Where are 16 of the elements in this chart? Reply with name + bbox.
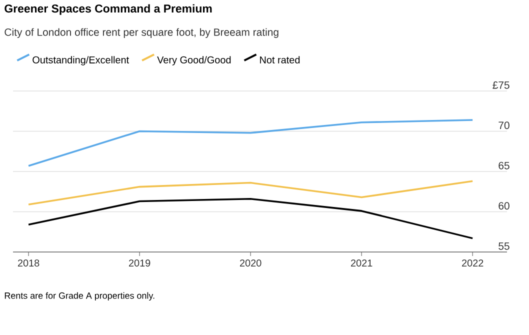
legend-label: Outstanding/Excellent <box>32 56 130 66</box>
legend-label: Not rated <box>260 56 300 64</box>
chart-subtitle: City of London office rent per square foot, by Breeam rating <box>4 28 278 38</box>
chart-title: Greener Spaces Command a Premium <box>4 4 212 15</box>
y-tick-label: 70 <box>498 122 510 130</box>
y-tick-label: 65 <box>498 162 510 170</box>
x-tick-label: 2022 <box>462 260 484 267</box>
y-tick-label: £75 <box>492 81 510 89</box>
y-tick-label: 55 <box>498 242 510 250</box>
x-tick-label: 2019 <box>128 260 150 267</box>
y-tick-label: 60 <box>498 202 510 210</box>
x-tick-label: 2021 <box>350 260 372 267</box>
text: Rents are for Grade A properties only. <box>4 292 154 301</box>
x-tick-label: 2020 <box>240 260 262 267</box>
x-tick-label: 2018 <box>18 260 40 267</box>
legend-label: Very Good/Good <box>157 56 231 66</box>
